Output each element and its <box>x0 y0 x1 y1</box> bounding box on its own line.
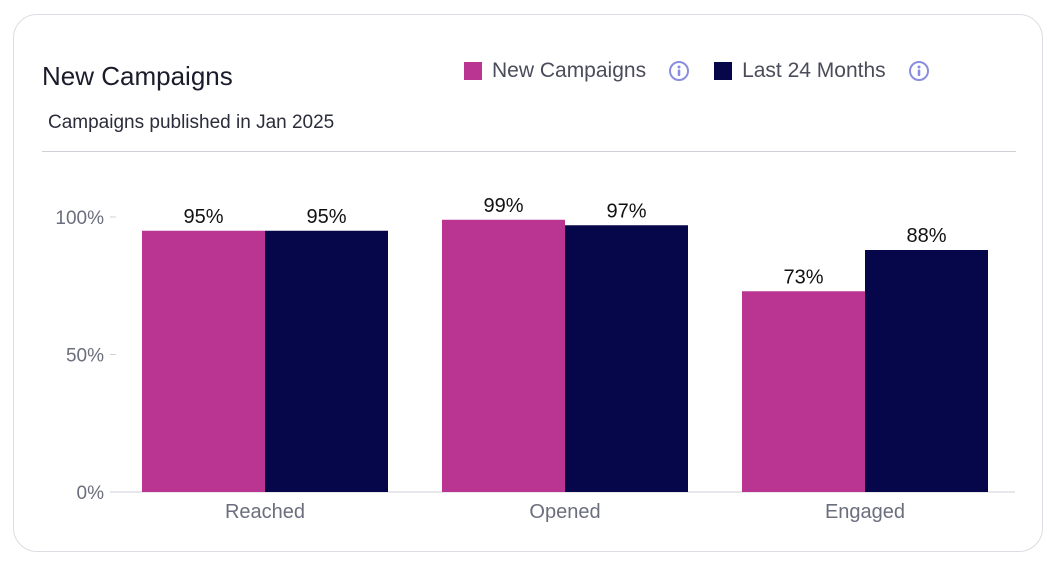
legend-item-new-campaigns[interactable]: New Campaigns <box>464 59 690 83</box>
category-label: Engaged <box>825 501 905 523</box>
legend-label-last-24-months: Last 24 Months <box>742 59 886 82</box>
bar-engaged-new-campaigns <box>742 291 865 492</box>
bar-reached-new-campaigns <box>142 230 265 492</box>
y-tick-label: 50% <box>66 346 104 367</box>
info-icon[interactable] <box>908 60 930 82</box>
header-divider <box>42 151 1016 152</box>
legend-swatch-new-campaigns <box>464 62 482 80</box>
data-label: 95% <box>183 206 223 228</box>
category-label: Opened <box>529 501 600 523</box>
bar-opened-new-campaigns <box>442 219 565 492</box>
card-title: New Campaigns <box>42 61 233 91</box>
bar-engaged-last-24-months <box>865 250 988 492</box>
chart-legend: New Campaigns Last 24 Months <box>464 59 930 83</box>
legend-swatch-last-24-months <box>714 62 733 80</box>
legend-item-last-24-months[interactable]: Last 24 Months <box>714 59 930 83</box>
data-label: 99% <box>483 195 523 217</box>
card-subtitle: Campaigns published in Jan 2025 <box>48 112 335 133</box>
data-label: 88% <box>906 225 946 247</box>
legend-label-new-campaigns: New Campaigns <box>492 59 647 82</box>
category-label: Reached <box>225 501 305 523</box>
y-tick-label: 0% <box>77 483 105 504</box>
info-icon[interactable] <box>668 60 690 82</box>
bar-opened-last-24-months <box>565 225 688 492</box>
data-label: 73% <box>783 266 823 288</box>
data-label: 95% <box>306 206 346 228</box>
y-tick-label: 100% <box>55 208 104 229</box>
bar-reached-last-24-months <box>265 230 388 492</box>
data-label: 97% <box>606 200 646 222</box>
